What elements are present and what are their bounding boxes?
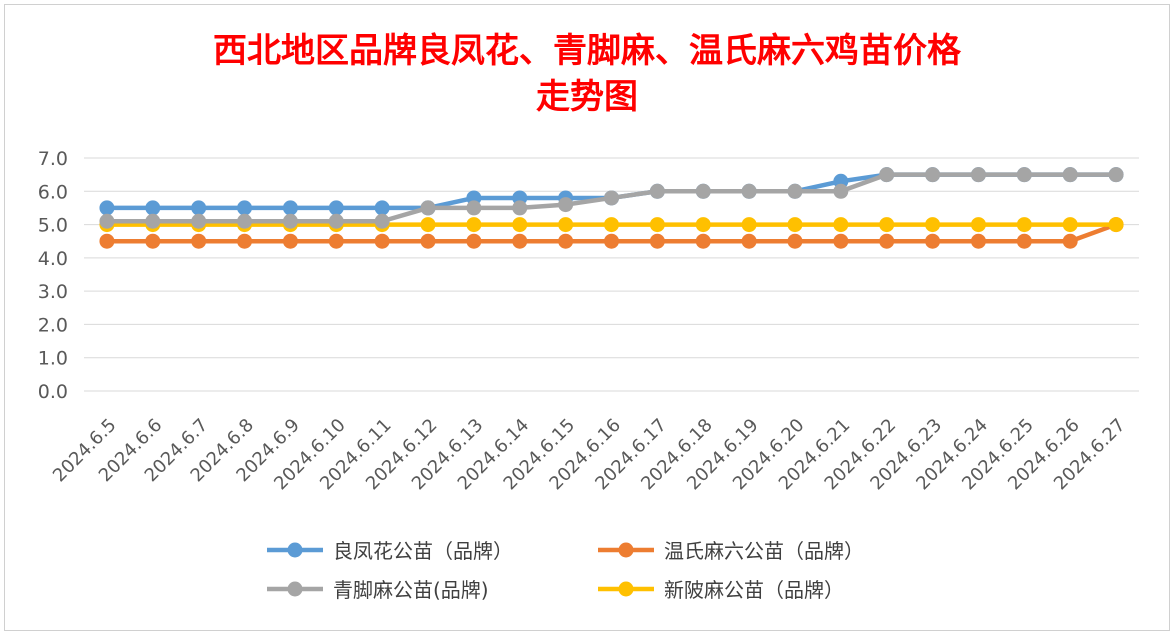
x-axis-ticks: 2024.6.52024.6.62024.6.72024.6.82024.6.9… [49,415,1130,495]
legend-marker [287,581,303,597]
chart-frame [4,4,1170,631]
data-point [558,217,574,233]
legend-item: 青脚麻公苗(品牌) [267,578,489,602]
data-point [374,213,390,229]
data-point [695,183,711,199]
chart-title-line2: 走势图 [536,77,638,117]
data-point [237,200,253,216]
data-point [925,167,941,183]
y-tick-label: 6.0 [38,181,68,203]
data-point [879,233,895,249]
data-point [420,217,436,233]
data-point [1108,217,1124,233]
legend-label: 良凤花公苗（品牌） [333,539,513,563]
legend-item: 良凤花公苗（品牌） [267,539,513,563]
data-point [145,200,161,216]
legend-marker [618,581,634,597]
legend-item: 温氏麻六公苗（品牌） [598,539,864,563]
data-point [282,200,298,216]
data-point [420,200,436,216]
data-point [420,233,436,249]
y-tick-label: 1.0 [38,348,68,370]
data-point [145,233,161,249]
legend-marker [618,542,634,558]
data-point [512,217,528,233]
data-point [604,233,619,249]
data-point [741,183,757,199]
data-point [695,233,711,249]
legend-label: 新陂麻公苗（品牌） [664,578,844,602]
y-tick-label: 3.0 [38,281,68,303]
series-group [99,217,1124,233]
data-point [512,200,528,216]
legend-label: 青脚麻公苗(品牌) [333,578,489,602]
data-point [99,200,115,216]
data-point [649,233,665,249]
data-point [787,183,803,199]
data-point [237,213,253,229]
data-point [466,200,482,216]
legend-item: 新陂麻公苗（品牌） [598,578,844,602]
legend: 良凤花公苗（品牌） 温氏麻六公苗（品牌） 青脚麻公苗(品牌) 新陂麻公苗（品牌） [267,539,864,602]
data-point [741,233,757,249]
series-group [99,167,1124,229]
data-point [1062,217,1078,233]
data-point [558,233,574,249]
data-point [1108,167,1124,183]
data-point [1016,167,1032,183]
data-point [649,217,665,233]
y-tick-label: 2.0 [38,314,68,336]
y-tick-label: 5.0 [38,215,68,237]
data-point [649,183,665,199]
data-point [925,217,941,233]
data-point [191,213,207,229]
data-point [1062,233,1078,249]
data-point [833,183,849,199]
data-point [833,233,849,249]
data-point [282,233,298,249]
data-point [512,233,528,249]
data-point [328,213,344,229]
data-point [833,217,849,233]
data-point [466,217,482,233]
data-point [787,217,803,233]
data-point [99,233,115,249]
data-point [741,217,757,233]
data-point [879,217,895,233]
y-tick-label: 7.0 [38,148,68,170]
data-point [145,213,161,229]
data-point [695,217,711,233]
data-point [1016,233,1032,249]
data-point [1062,167,1078,183]
chart-title-line1: 西北地区品牌良凤花、青脚麻、温氏麻六鸡苗价格 [213,31,962,71]
data-point [558,197,574,213]
data-point [1016,217,1032,233]
y-tick-label: 0.0 [38,381,68,403]
y-axis-ticks: 0.0 1.0 2.0 3.0 4.0 5.0 6.0 7.0 [38,148,68,403]
data-point [787,233,803,249]
data-point [925,233,941,249]
data-point [282,213,298,229]
data-point [970,217,986,233]
data-point [328,200,344,216]
data-point [970,233,986,249]
data-point [604,190,619,206]
data-point [970,167,986,183]
data-point [191,233,207,249]
legend-label: 温氏麻六公苗（品牌） [664,539,864,563]
data-point [374,233,390,249]
data-point [466,233,482,249]
series-layer [99,167,1124,249]
data-point [328,233,344,249]
data-point [604,217,619,233]
data-point [237,233,253,249]
data-point [374,200,390,216]
data-point [99,213,115,229]
y-tick-label: 4.0 [38,248,68,270]
legend-marker [287,542,303,558]
data-point [879,167,895,183]
data-point [191,200,207,216]
